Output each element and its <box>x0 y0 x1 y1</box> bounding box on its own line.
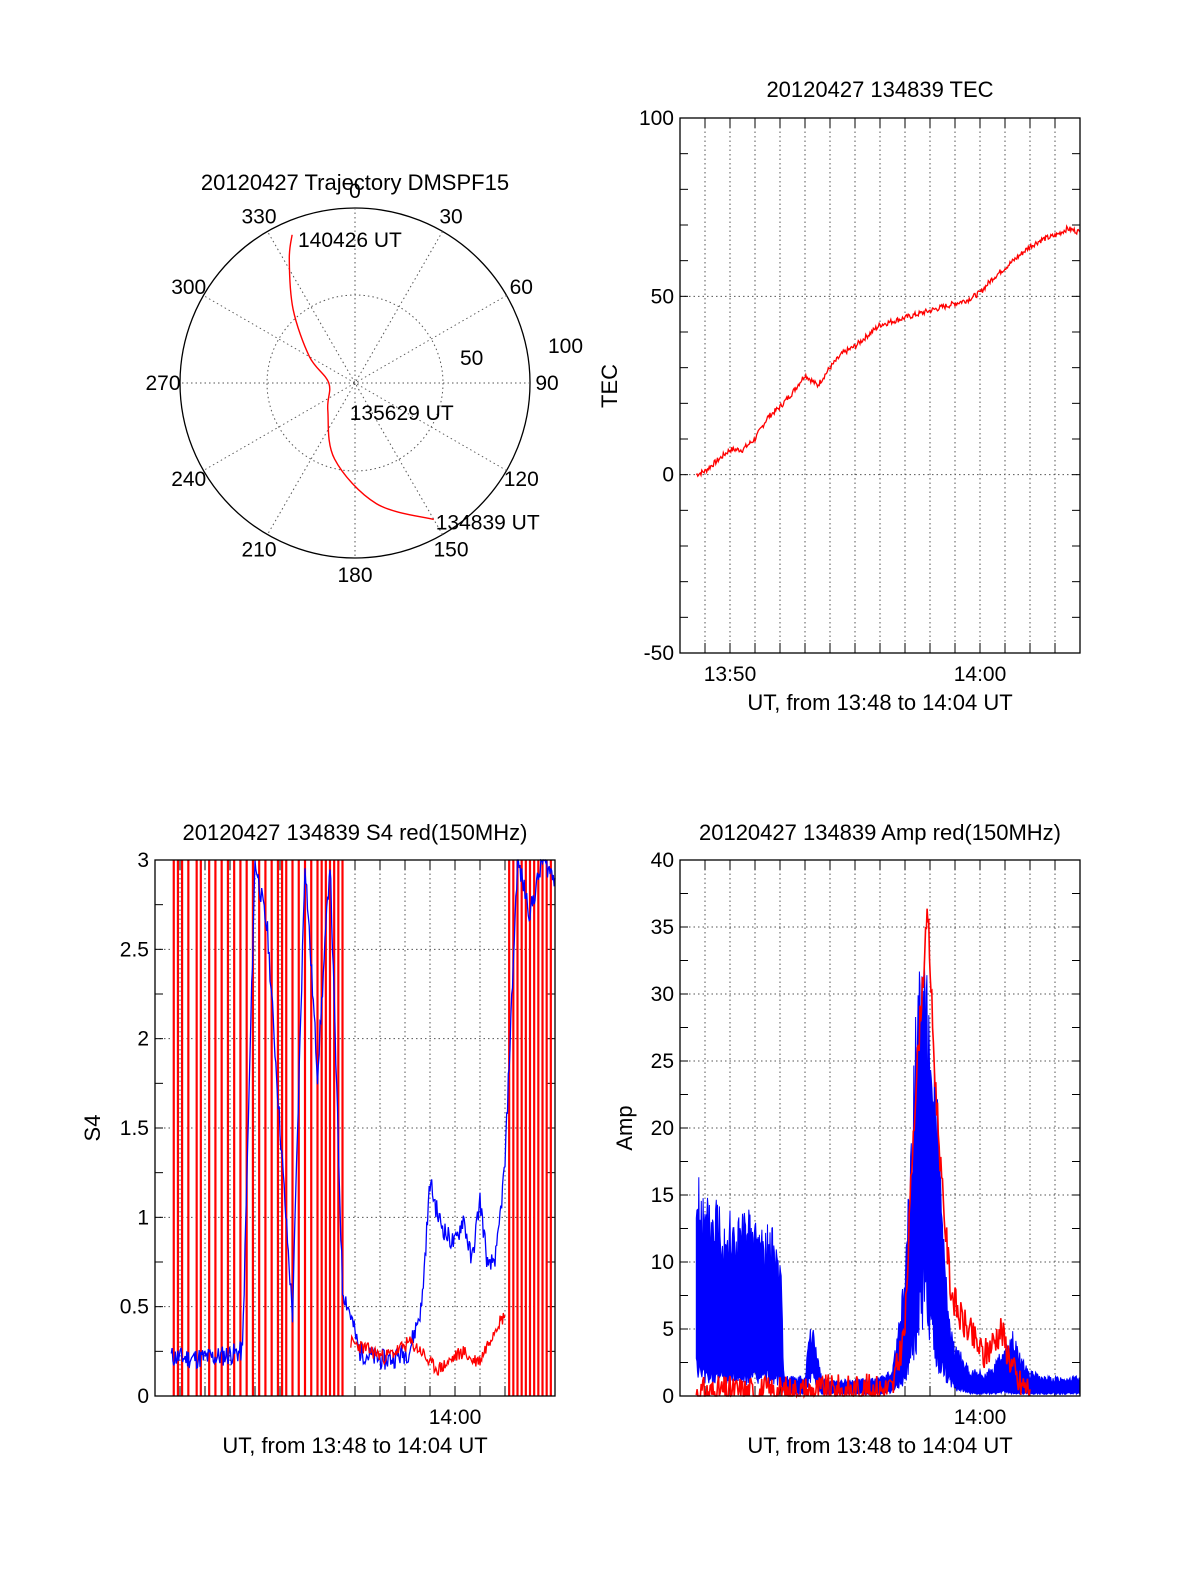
polar-angle-label-210: 210 <box>241 538 276 561</box>
p3-ytick-label: 0.5 <box>120 1296 149 1319</box>
p4-ytick-label: 40 <box>651 849 674 872</box>
p2-ytick-label: 0 <box>662 464 674 487</box>
p4-ytick-label: 15 <box>651 1184 674 1207</box>
p4-ytick-label: 25 <box>651 1050 674 1073</box>
polar-angle-label-240: 240 <box>171 468 206 491</box>
polar-angle-label-30: 30 <box>439 206 462 229</box>
polar-radial-label-50: 50 <box>460 347 483 370</box>
p3-xtick-label: 14:00 <box>429 1406 482 1429</box>
tec-panel: 20120427 134839 TEC 13:50 14:00-50050100 … <box>597 77 1081 715</box>
polar-angle-label-120: 120 <box>504 468 539 491</box>
tec-frame <box>679 117 1081 654</box>
p4-ytick-label: 30 <box>651 983 674 1006</box>
p4-ytick-label: 35 <box>651 916 674 939</box>
polar-trajectory-panel: 20120427 Trajectory DMSPF15 0 30 60 90 120 15… <box>145 170 583 587</box>
p2-ytick-label: 50 <box>651 285 674 308</box>
amp-ylabel: Amp <box>612 1105 637 1150</box>
tec-series-line <box>695 224 1081 478</box>
p3-ytick-label: 3 <box>137 849 149 872</box>
polar-angle-label-0: 0 <box>349 180 361 203</box>
polar-annotation-2: 134839 UT <box>436 511 540 534</box>
p3-ytick-label: 2 <box>137 1028 149 1051</box>
polar-annotations: 140426 UT 135629 UT 134839 UT <box>298 229 540 534</box>
p3-ytick-label: 1.5 <box>120 1117 149 1140</box>
p4-ytick-label: 5 <box>662 1318 674 1341</box>
p3-ytick-label: 0 <box>137 1385 149 1408</box>
polar-radial-label-100: 100 <box>548 335 583 358</box>
p3-ytick-label: 1 <box>137 1206 149 1229</box>
tec-grid <box>680 118 1080 653</box>
p2-xtick-label: 13:50 <box>704 663 757 686</box>
polar-angle-label-330: 330 <box>241 206 276 229</box>
polar-annotation-1: 135629 UT <box>350 402 454 425</box>
p3-ytick-label: 2.5 <box>120 938 149 961</box>
polar-angle-label-300: 300 <box>171 276 206 299</box>
s4-panel: 20120427 134839 S4 red(150MHz) 14:00 0 0.5… <box>80 820 556 1458</box>
polar-trajectory-line <box>288 234 434 521</box>
polar-angle-label-60: 60 <box>510 276 533 299</box>
p4-xtick-label: 14:00 <box>954 1406 1007 1429</box>
s4-red-line <box>350 1312 506 1376</box>
p4-ytick-label: 20 <box>651 1117 674 1140</box>
p4-ytick-label: 0 <box>662 1385 674 1408</box>
p2-ytick-label: 100 <box>639 107 674 130</box>
s4-frame <box>154 859 556 1397</box>
polar-angle-label-150: 150 <box>433 538 468 561</box>
polar-title: 20120427 Trajectory DMSPF15 <box>201 170 509 195</box>
tec-ticks: 13:50 14:00 -50 0 50 100 <box>639 107 1080 686</box>
tec-ylabel: TEC <box>597 364 622 408</box>
polar-angle-label-90: 90 <box>535 372 558 395</box>
amp-frame <box>679 859 1081 1397</box>
amp-xlabel: UT, from 13:48 to 14:04 UT <box>747 1433 1012 1458</box>
s4-ylabel: S4 <box>80 1115 105 1142</box>
p4-ytick-label: 10 <box>651 1251 674 1274</box>
s4-title: 20120427 134839 S4 red(150MHz) <box>183 820 528 845</box>
polar-angle-labels: 0 30 60 90 120 150 180 210 240 270 300 330 <box>145 180 558 587</box>
s4-red-spikes <box>172 860 552 1396</box>
polar-angle-label-180: 180 <box>337 564 372 587</box>
polar-annotation-0: 140426 UT <box>298 229 402 252</box>
amp-title: 20120427 134839 Amp red(150MHz) <box>699 820 1061 845</box>
p2-ytick-label: -50 <box>644 642 674 665</box>
s4-blue-line <box>170 858 556 1370</box>
polar-spokes <box>180 208 530 558</box>
p2-xtick-label: 14:00 <box>954 663 1007 686</box>
s4-grid <box>155 860 555 1396</box>
polar-angle-label-270: 270 <box>145 372 180 395</box>
tec-title: 20120427 134839 TEC <box>766 77 993 102</box>
amp-panel: 20120427 134839 Amp red(150MHz) 14:00 0 5 1… <box>612 820 1081 1458</box>
tec-xlabel: UT, from 13:48 to 14:04 UT <box>747 690 1012 715</box>
s4-xlabel: UT, from 13:48 to 14:04 UT <box>222 1433 487 1458</box>
